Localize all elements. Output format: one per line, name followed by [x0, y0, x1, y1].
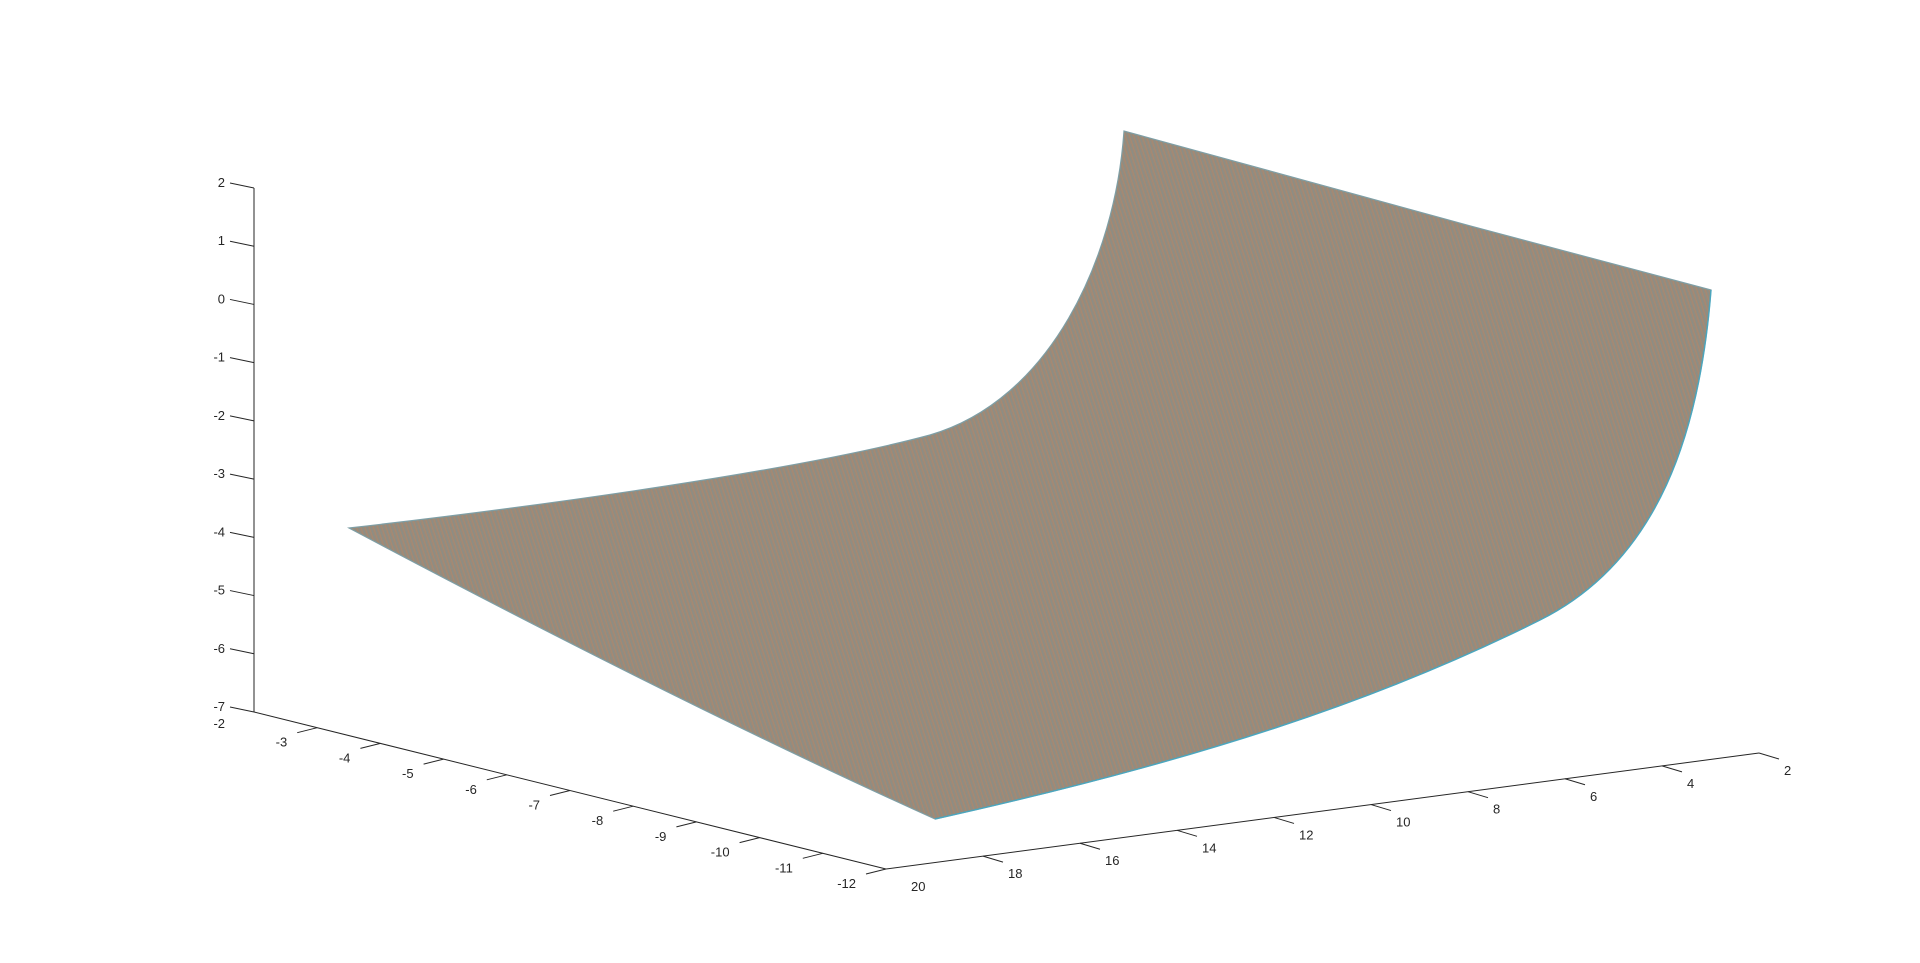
- x-tick-mark: [1467, 791, 1489, 799]
- y-tick-label: -10: [711, 845, 730, 860]
- x-tick-mark: [982, 855, 1004, 863]
- y-tick-mark: [865, 868, 887, 875]
- z-tick-mark: [229, 357, 255, 364]
- x-tick-mark: [1758, 752, 1780, 760]
- y-tick-mark: [802, 852, 823, 859]
- x-tick-label: 10: [1396, 815, 1410, 830]
- z-tick-label: -7: [213, 699, 225, 714]
- z-tick-mark: [229, 590, 255, 597]
- x-tick-label: 4: [1687, 776, 1694, 791]
- z-tick-mark: [229, 298, 255, 305]
- x-axis-line: [885, 752, 1760, 870]
- z-tick-label: -1: [213, 350, 225, 365]
- z-tick-label: -3: [213, 466, 225, 481]
- z-tick-mark: [229, 240, 255, 247]
- y-tick-mark: [486, 774, 507, 781]
- y-tick-label: -2: [213, 716, 225, 731]
- x-tick-label: 6: [1590, 789, 1597, 804]
- y-tick-mark: [423, 758, 444, 765]
- y-tick-mark: [360, 742, 381, 749]
- z-tick-label: 2: [218, 175, 225, 190]
- x-tick-mark: [1079, 842, 1101, 850]
- z-tick-mark: [229, 182, 255, 189]
- surface-patch: [347, 130, 1712, 820]
- x-tick-label: 14: [1202, 840, 1216, 855]
- y-tick-mark: [549, 790, 571, 796]
- z-tick-mark: [229, 415, 255, 422]
- x-tick-label: 20: [911, 879, 925, 894]
- y-tick-label: -8: [592, 813, 604, 828]
- z-tick-label: -6: [213, 641, 225, 656]
- z-tick-label: 1: [218, 233, 225, 248]
- x-tick-label: 8: [1493, 802, 1500, 817]
- y-tick-label: -5: [402, 766, 414, 781]
- y-tick-mark: [297, 727, 318, 734]
- z-tick-label: -2: [213, 408, 225, 423]
- surface-edge-front: [934, 289, 1712, 820]
- z-tick-mark: [229, 531, 255, 538]
- y-tick-label: -3: [276, 735, 288, 750]
- z-tick-label: -5: [213, 583, 225, 598]
- x-axis-ticks: 2 4 6 8 10 12 14 16 18 20: [911, 752, 1791, 894]
- z-tick-mark: [229, 648, 255, 655]
- y-tick-label: -12: [837, 876, 856, 891]
- y-tick-mark: [676, 821, 697, 828]
- y-tick-label: -4: [339, 750, 351, 765]
- y-tick-mark: [739, 837, 760, 844]
- x-tick-label: 16: [1105, 853, 1119, 868]
- y-tick-label: -7: [528, 798, 540, 813]
- x-tick-mark: [1273, 816, 1295, 824]
- z-tick-label: -4: [213, 524, 225, 539]
- x-tick-mark: [1370, 804, 1392, 812]
- x-tick-mark: [1176, 829, 1198, 837]
- z-tick-mark: [229, 706, 255, 713]
- x-tick-mark: [1564, 778, 1586, 786]
- z-axis-ticks: 2 1 0 -1 -2 -3 -4 -5 -6 -7: [213, 175, 255, 714]
- z-tick-mark: [229, 473, 255, 480]
- y-tick-label: -11: [775, 860, 793, 875]
- x-tick-label: 18: [1008, 866, 1022, 881]
- y-axis-ticks: -2 -3 -4 -5 -6 -7 -8 -9 -10 -11 -12: [213, 716, 887, 891]
- y-tick-label: -6: [465, 782, 477, 797]
- z-tick-label: 0: [218, 291, 225, 306]
- y-tick-mark: [613, 805, 634, 812]
- y-tick-label: -9: [655, 829, 667, 844]
- x-tick-label: 12: [1299, 827, 1313, 842]
- x-tick-label: 2: [1784, 763, 1791, 778]
- x-tick-mark: [1661, 765, 1683, 773]
